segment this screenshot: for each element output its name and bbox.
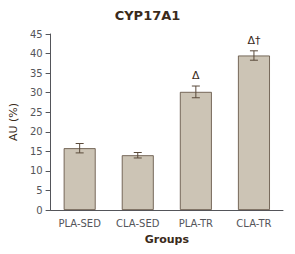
svg-text:15: 15	[30, 146, 43, 157]
svg-text:0: 0	[36, 205, 42, 216]
svg-text:20: 20	[30, 126, 43, 137]
svg-text:40: 40	[30, 48, 43, 59]
svg-text:10: 10	[30, 165, 43, 176]
svg-text:30: 30	[30, 87, 43, 98]
svg-text:Δ: Δ	[192, 69, 200, 82]
svg-text:5: 5	[36, 185, 42, 196]
svg-text:35: 35	[30, 68, 43, 79]
svg-text:CYP17A1: CYP17A1	[115, 8, 181, 23]
svg-text:PLA-SED: PLA-SED	[58, 218, 101, 229]
svg-text:45: 45	[30, 29, 43, 40]
svg-text:Δ†: Δ†	[247, 34, 261, 47]
svg-text:AU (%): AU (%)	[7, 103, 20, 141]
svg-text:CLA-SED: CLA-SED	[116, 218, 160, 229]
svg-text:Groups: Groups	[145, 233, 190, 246]
svg-text:25: 25	[30, 107, 43, 118]
svg-text:PLA-TR: PLA-TR	[179, 218, 213, 229]
svg-text:CLA-TR: CLA-TR	[236, 218, 271, 229]
